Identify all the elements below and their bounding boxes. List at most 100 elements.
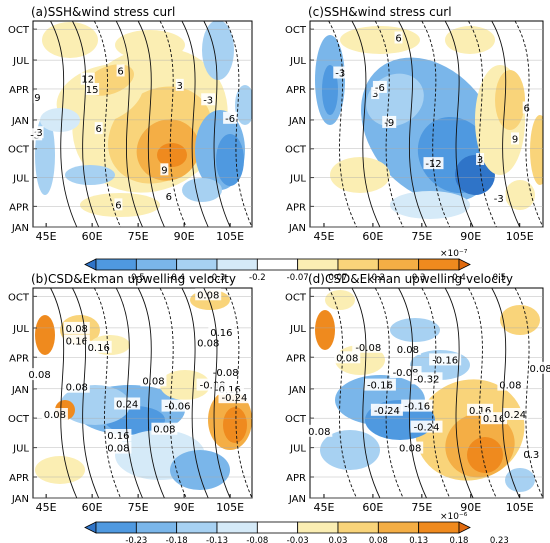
contour-label-bg <box>394 31 403 44</box>
x-tick-label: 75E <box>128 501 149 514</box>
contour-line <box>115 20 143 228</box>
contour-label: -3 <box>335 69 345 80</box>
contour-label-bg <box>522 101 531 114</box>
contour-label: 3 <box>36 128 42 139</box>
colorbar-scale-label: ×10⁻⁷ <box>440 249 468 259</box>
contour-label-bg <box>140 374 167 387</box>
shading-patch <box>182 178 222 202</box>
x-tick-label: 45E <box>36 501 57 514</box>
shading-patch <box>455 155 495 196</box>
contour-line <box>398 20 427 228</box>
panel-d: (d)CSD&Ekman upwelling velocity 45E 60E 75E… <box>285 272 550 514</box>
contour-line <box>468 287 497 499</box>
y-tick-label: OCT <box>285 25 307 36</box>
contour-line <box>137 287 165 499</box>
contour-line <box>181 20 209 228</box>
shading-patch <box>157 143 187 167</box>
contour-label: 0.08 <box>308 427 330 438</box>
colorbar-segment <box>337 258 379 271</box>
contour-label-bg <box>352 340 385 353</box>
contour-label: 0.16 <box>210 328 232 339</box>
contour-line <box>72 287 100 499</box>
contour-line <box>351 20 381 228</box>
colorbar-tick-label: -0.3 <box>209 273 226 283</box>
colorbar-tick-label: 0.08 <box>369 536 388 543</box>
contour-label-bg <box>164 190 173 203</box>
contour-label: 0.08 <box>397 345 419 356</box>
contour-label: -0.16 <box>404 402 430 413</box>
contour-label-bg <box>334 351 361 364</box>
y-tick-label: OCT <box>8 292 30 303</box>
colorbar-segment <box>84 521 97 534</box>
x-tick-label: 105E <box>216 230 244 243</box>
contour-label: -0.16 <box>215 385 241 396</box>
contour-label-bg <box>94 122 103 135</box>
contour-label-bg <box>429 353 462 366</box>
shading-patch <box>35 456 85 484</box>
contour-label: 0.3 <box>523 450 539 461</box>
contour-line <box>203 20 231 228</box>
contour-label-bg <box>306 424 333 437</box>
contour-label: 15 <box>86 85 99 96</box>
colorbar-tick-label: 0.3 <box>412 273 426 283</box>
colorbar-tick-label: -0.03 <box>287 536 309 543</box>
shading-patch <box>505 180 535 210</box>
contour-label-bg <box>371 87 380 100</box>
contour-line <box>421 287 451 499</box>
contour-label-bg <box>394 342 421 355</box>
contour-line <box>514 287 544 499</box>
contour-label: 6 <box>115 200 121 211</box>
shading-patch <box>445 26 495 54</box>
contour-label: 0.08 <box>66 324 88 335</box>
contour-line <box>72 20 100 228</box>
contour-label: 0.08 <box>28 370 50 381</box>
colorbar-tick-label: -0.5 <box>128 273 145 283</box>
contour-label: 9 <box>34 93 40 104</box>
y-tick-label: OCT <box>8 414 30 425</box>
colorbar-2: -0.23 -0.18 -0.13 -0.08 -0.03 0.03 0.08 0.13 0.1… <box>84 512 509 543</box>
colorbar-segment <box>216 521 258 534</box>
contour-label: 6 <box>117 66 123 77</box>
y-tick-label: JUL <box>289 56 306 67</box>
contour-label-bg <box>105 441 132 454</box>
contour-label: -3 <box>30 130 40 141</box>
contour-label: 6 <box>395 33 401 44</box>
contour-label: 0.16 <box>469 406 491 417</box>
contour-label-bg <box>63 321 90 334</box>
contour-line <box>159 287 187 499</box>
contour-label: 6 <box>166 192 172 203</box>
contour-label-bg <box>382 115 397 128</box>
shading-patch <box>223 407 247 443</box>
panel-d-title: (d)CSD&Ekman upwelling velocity <box>308 272 513 286</box>
contour-line <box>159 20 187 228</box>
colorbar-segment <box>418 258 460 271</box>
colorbar-tick-label: -0.23 <box>125 536 147 543</box>
y-tick-label: OCT <box>8 25 30 36</box>
y-tick-label: APR <box>9 202 29 213</box>
y-tick-label: JAN <box>11 116 29 127</box>
contour-label-bg <box>195 288 222 301</box>
contour-label: -0.32 <box>414 374 440 385</box>
y-tick-label: JUL <box>289 174 306 185</box>
panel-a: (a)SSH&wind stress curl 45E 60E 75E 90E 105E O… <box>8 5 253 243</box>
x-tick-label: 60E <box>82 230 103 243</box>
contour-label-bg <box>208 326 235 339</box>
contour-label-bg <box>63 334 90 347</box>
y-tick-label: OCT <box>8 145 30 156</box>
x-tick-label: 75E <box>411 501 432 514</box>
x-tick-label: 90E <box>460 230 481 243</box>
shading-patch <box>216 134 244 186</box>
contour-label: -9 <box>384 118 394 129</box>
contour-label: 0.08 <box>66 383 88 394</box>
contour-label-bg <box>85 340 112 353</box>
x-tick-label: 45E <box>314 501 335 514</box>
contour-label: -0.16 <box>367 381 393 392</box>
colorbar-segment <box>135 521 178 534</box>
contour-label-bg <box>218 391 251 404</box>
x-tick-label: 105E <box>216 501 244 514</box>
contour-line <box>328 287 358 499</box>
contour-label: 0.08 <box>499 381 521 392</box>
contour-label: 9 <box>512 134 518 145</box>
contour-line <box>444 287 474 499</box>
y-tick-label: JAN <box>11 494 29 505</box>
